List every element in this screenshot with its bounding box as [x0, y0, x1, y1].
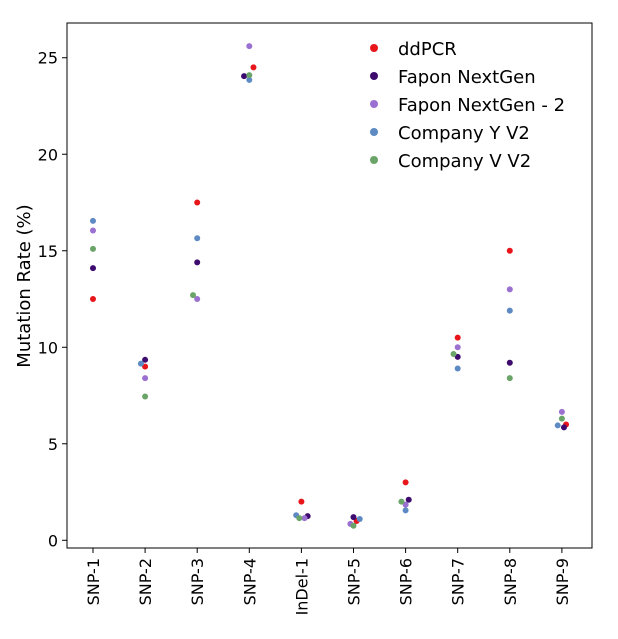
- data-point: [506, 307, 513, 314]
- data-point: [402, 501, 409, 508]
- data-point: [398, 498, 405, 505]
- y-tick-label: 0: [48, 531, 58, 550]
- legend-label: Company V V2: [398, 151, 531, 172]
- data-point: [241, 73, 248, 80]
- legend-label: Company Y V2: [398, 123, 530, 144]
- data-point: [558, 408, 565, 415]
- data-point: [301, 515, 308, 522]
- legend-marker: [370, 44, 378, 52]
- data-point: [90, 227, 96, 234]
- data-point: [142, 363, 149, 370]
- data-point: [90, 217, 96, 224]
- data-point: [246, 72, 253, 79]
- x-axis: SNP-1 SNP-2 SNP-3 SNP-4 InDel-1 SNP-5 SNP-6 SNP…: [84, 548, 572, 615]
- data-point: [454, 334, 461, 341]
- data-point: [558, 415, 565, 422]
- legend: ddPCR Fapon NextGen Fapon NextGen - 2 Compa…: [370, 39, 565, 172]
- data-point: [506, 359, 513, 366]
- data-point: [454, 344, 461, 351]
- data-point: [298, 498, 305, 505]
- y-axis-title: Mutation Rate (%): [14, 204, 35, 367]
- legend-marker: [370, 72, 378, 80]
- x-tick-label: SNP-2: [136, 558, 155, 605]
- data-point: [402, 507, 409, 514]
- x-tick-label: SNP-8: [501, 558, 520, 605]
- legend-label: Fapon NextGen: [398, 67, 536, 88]
- data-point: [246, 43, 253, 50]
- legend-label: Fapon NextGen - 2: [398, 95, 565, 116]
- data-point: [250, 64, 257, 71]
- data-point: [506, 286, 513, 293]
- y-tick-label: 20: [38, 145, 58, 164]
- x-tick-label: SNP-5: [345, 558, 364, 605]
- data-point: [142, 393, 149, 400]
- plot-area: [66, 22, 593, 549]
- data-points: [90, 43, 570, 529]
- x-tick-label: InDel-1: [292, 558, 311, 615]
- y-tick-label: 10: [38, 338, 58, 357]
- data-point: [137, 360, 144, 367]
- x-tick-label: SNP-1: [84, 558, 103, 605]
- data-point: [190, 292, 197, 299]
- data-point: [90, 245, 96, 252]
- data-point: [194, 235, 201, 242]
- data-point: [506, 375, 513, 382]
- x-tick-label: SNP-4: [240, 558, 259, 605]
- data-point: [296, 515, 303, 522]
- x-tick-label: SNP-7: [449, 558, 468, 605]
- data-point: [90, 265, 96, 272]
- x-tick-label: SNP-9: [553, 558, 572, 605]
- data-point: [402, 479, 409, 486]
- data-point: [454, 353, 461, 360]
- legend-marker: [370, 156, 378, 164]
- data-point: [350, 522, 357, 529]
- legend-marker: [370, 100, 378, 108]
- legend-label: ddPCR: [398, 39, 457, 60]
- y-tick-label: 25: [38, 49, 58, 68]
- data-point: [405, 496, 412, 503]
- data-point: [194, 296, 201, 303]
- data-point: [560, 424, 567, 431]
- y-tick-label: 15: [38, 242, 58, 261]
- y-tick-label: 5: [48, 435, 58, 454]
- data-point: [450, 351, 457, 358]
- data-point: [90, 296, 96, 303]
- data-point: [142, 375, 149, 382]
- data-point: [142, 356, 149, 363]
- x-tick-label: SNP-3: [188, 558, 207, 605]
- x-tick-label: SNP-6: [397, 558, 416, 605]
- data-point: [246, 76, 253, 83]
- data-point: [506, 247, 513, 254]
- data-point: [454, 365, 461, 372]
- data-point: [356, 516, 363, 523]
- data-point: [194, 199, 201, 206]
- data-point: [554, 422, 561, 429]
- y-axis: 0 5 10 15 20 25: [38, 49, 67, 550]
- data-point: [194, 259, 201, 266]
- data-point: [350, 514, 357, 521]
- legend-marker: [370, 128, 378, 136]
